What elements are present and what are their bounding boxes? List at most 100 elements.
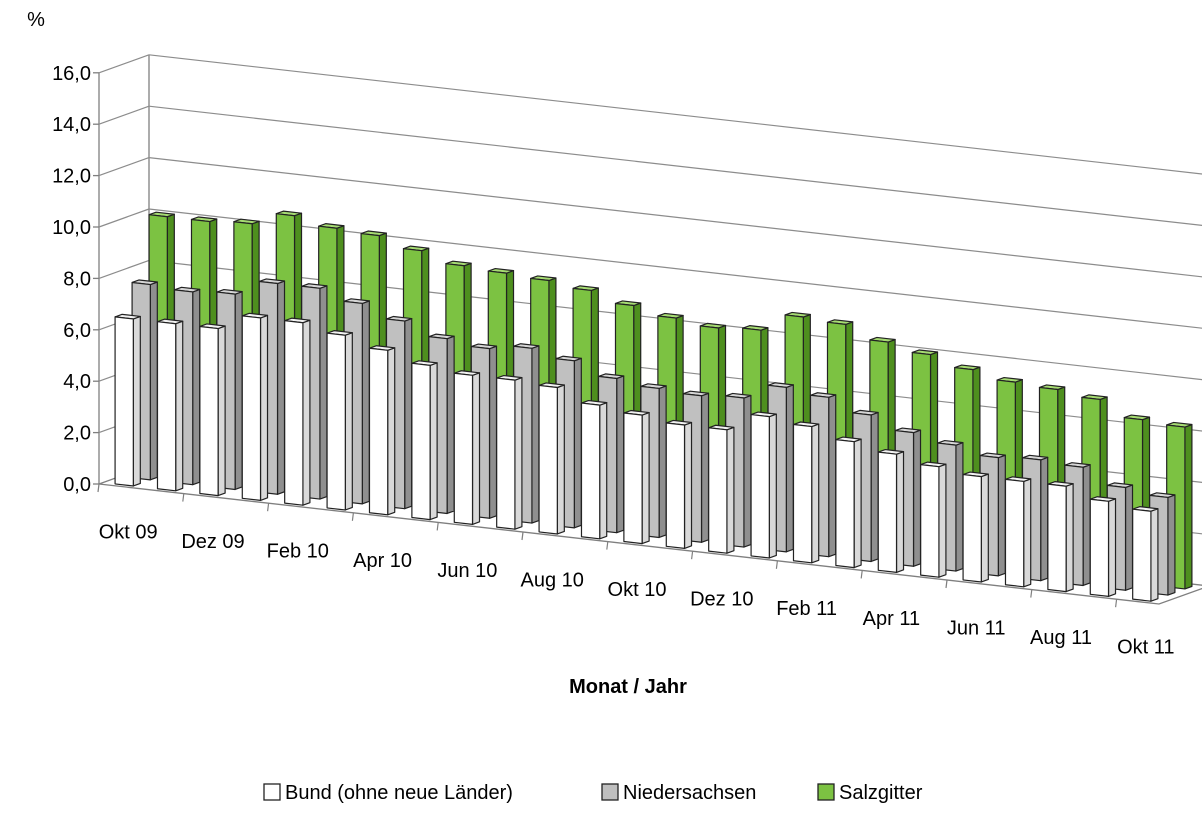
bar-front bbox=[580, 402, 601, 540]
bar-side bbox=[175, 320, 184, 492]
bar bbox=[1089, 496, 1117, 597]
bar-side bbox=[980, 473, 989, 583]
legend-label: Niedersachsen bbox=[623, 782, 756, 804]
y-tick-label: 10,0 bbox=[52, 217, 91, 239]
legend-swatch bbox=[817, 783, 835, 801]
x-tick-mark bbox=[691, 551, 694, 560]
y-tick-label: 14,0 bbox=[52, 114, 91, 136]
x-tick-mark bbox=[1115, 599, 1118, 608]
side-gridline bbox=[98, 208, 150, 228]
x-tick-label: Dez 10 bbox=[690, 589, 753, 611]
bar bbox=[962, 471, 989, 583]
x-tick-label: Dez 09 bbox=[181, 531, 244, 553]
bar-front bbox=[411, 362, 431, 521]
x-tick-mark bbox=[182, 493, 185, 502]
bar-front bbox=[114, 316, 134, 487]
bar bbox=[284, 317, 311, 506]
x-tick-mark bbox=[521, 531, 524, 541]
y-axis-label: % bbox=[27, 9, 45, 31]
bar-side bbox=[302, 319, 311, 506]
bar bbox=[750, 411, 777, 559]
bar-side bbox=[785, 384, 794, 553]
bar-side bbox=[404, 317, 413, 510]
bar-front bbox=[623, 412, 643, 545]
x-tick-mark bbox=[775, 560, 778, 569]
bar bbox=[411, 360, 438, 521]
bar-side bbox=[955, 442, 964, 572]
bar bbox=[920, 461, 947, 578]
bar-front bbox=[877, 451, 898, 573]
bar-front bbox=[284, 320, 304, 506]
bar-side bbox=[573, 357, 582, 529]
x-tick-label: Okt 09 bbox=[99, 521, 158, 543]
bar-side bbox=[912, 429, 922, 567]
bar-side bbox=[556, 384, 565, 535]
x-tick-mark bbox=[267, 503, 270, 512]
bar-front bbox=[156, 321, 177, 492]
bar bbox=[665, 419, 693, 549]
x-tick-label: Apr 10 bbox=[353, 550, 412, 572]
x-tick-label: Okt 11 bbox=[1117, 637, 1174, 659]
bar-side bbox=[599, 402, 608, 540]
bar-side bbox=[726, 426, 735, 554]
bar-side bbox=[1184, 423, 1193, 590]
bar-side bbox=[895, 451, 905, 573]
bar-side bbox=[217, 325, 226, 497]
y-tick-label: 4,0 bbox=[63, 371, 91, 393]
bar bbox=[156, 318, 184, 492]
bar-front bbox=[241, 315, 262, 501]
x-tick-mark bbox=[436, 522, 439, 531]
bar-side bbox=[616, 375, 625, 534]
bar bbox=[241, 312, 269, 501]
x-tick-label: Jun 10 bbox=[437, 560, 497, 582]
bar-side bbox=[1107, 498, 1117, 597]
y-tick-label: 6,0 bbox=[63, 320, 91, 342]
bars-layer bbox=[114, 210, 1193, 602]
bar-side bbox=[192, 288, 201, 486]
bar-side bbox=[997, 454, 1006, 577]
x-tick-mark bbox=[1030, 589, 1033, 598]
bar bbox=[623, 409, 650, 545]
bar bbox=[199, 323, 226, 497]
bar bbox=[877, 448, 905, 573]
y-tick-label: 8,0 bbox=[63, 268, 91, 290]
side-gridline bbox=[98, 105, 150, 125]
bar-side bbox=[853, 438, 862, 569]
y-tick-label: 16,0 bbox=[52, 63, 91, 85]
bar-side bbox=[768, 413, 777, 559]
y-tick-label: 0,0 bbox=[63, 474, 91, 496]
bar-side bbox=[1124, 484, 1134, 591]
bar-side bbox=[743, 394, 752, 548]
gridline bbox=[148, 105, 1202, 227]
bar-side bbox=[387, 347, 396, 516]
bar-front bbox=[750, 413, 770, 559]
bar-side bbox=[870, 411, 879, 563]
bar bbox=[580, 399, 608, 540]
bar-side bbox=[1023, 478, 1032, 588]
x-tick-label: Feb 10 bbox=[267, 541, 329, 563]
bar-front bbox=[1047, 483, 1067, 593]
bar-side bbox=[938, 463, 947, 578]
bar-front bbox=[835, 438, 855, 569]
bar-front bbox=[368, 347, 389, 516]
legend-label: Salzgitter bbox=[839, 782, 923, 804]
gridline bbox=[148, 54, 1202, 175]
y-tick-label: 2,0 bbox=[63, 423, 91, 445]
bar-side bbox=[1065, 483, 1074, 593]
bar bbox=[496, 374, 523, 530]
legend-swatch bbox=[263, 783, 281, 801]
bar bbox=[1004, 476, 1032, 588]
gridline bbox=[148, 157, 1202, 278]
bar-side bbox=[1150, 508, 1159, 602]
bar-side bbox=[259, 314, 269, 501]
bar-side bbox=[828, 394, 837, 558]
bar-front bbox=[665, 422, 686, 549]
bar-side bbox=[1082, 464, 1091, 587]
bar-front bbox=[326, 332, 346, 511]
bar-front bbox=[792, 423, 813, 564]
bar-front bbox=[1089, 498, 1110, 597]
bar-side bbox=[658, 385, 667, 539]
bar-side bbox=[361, 300, 370, 505]
bar-front bbox=[453, 372, 474, 525]
